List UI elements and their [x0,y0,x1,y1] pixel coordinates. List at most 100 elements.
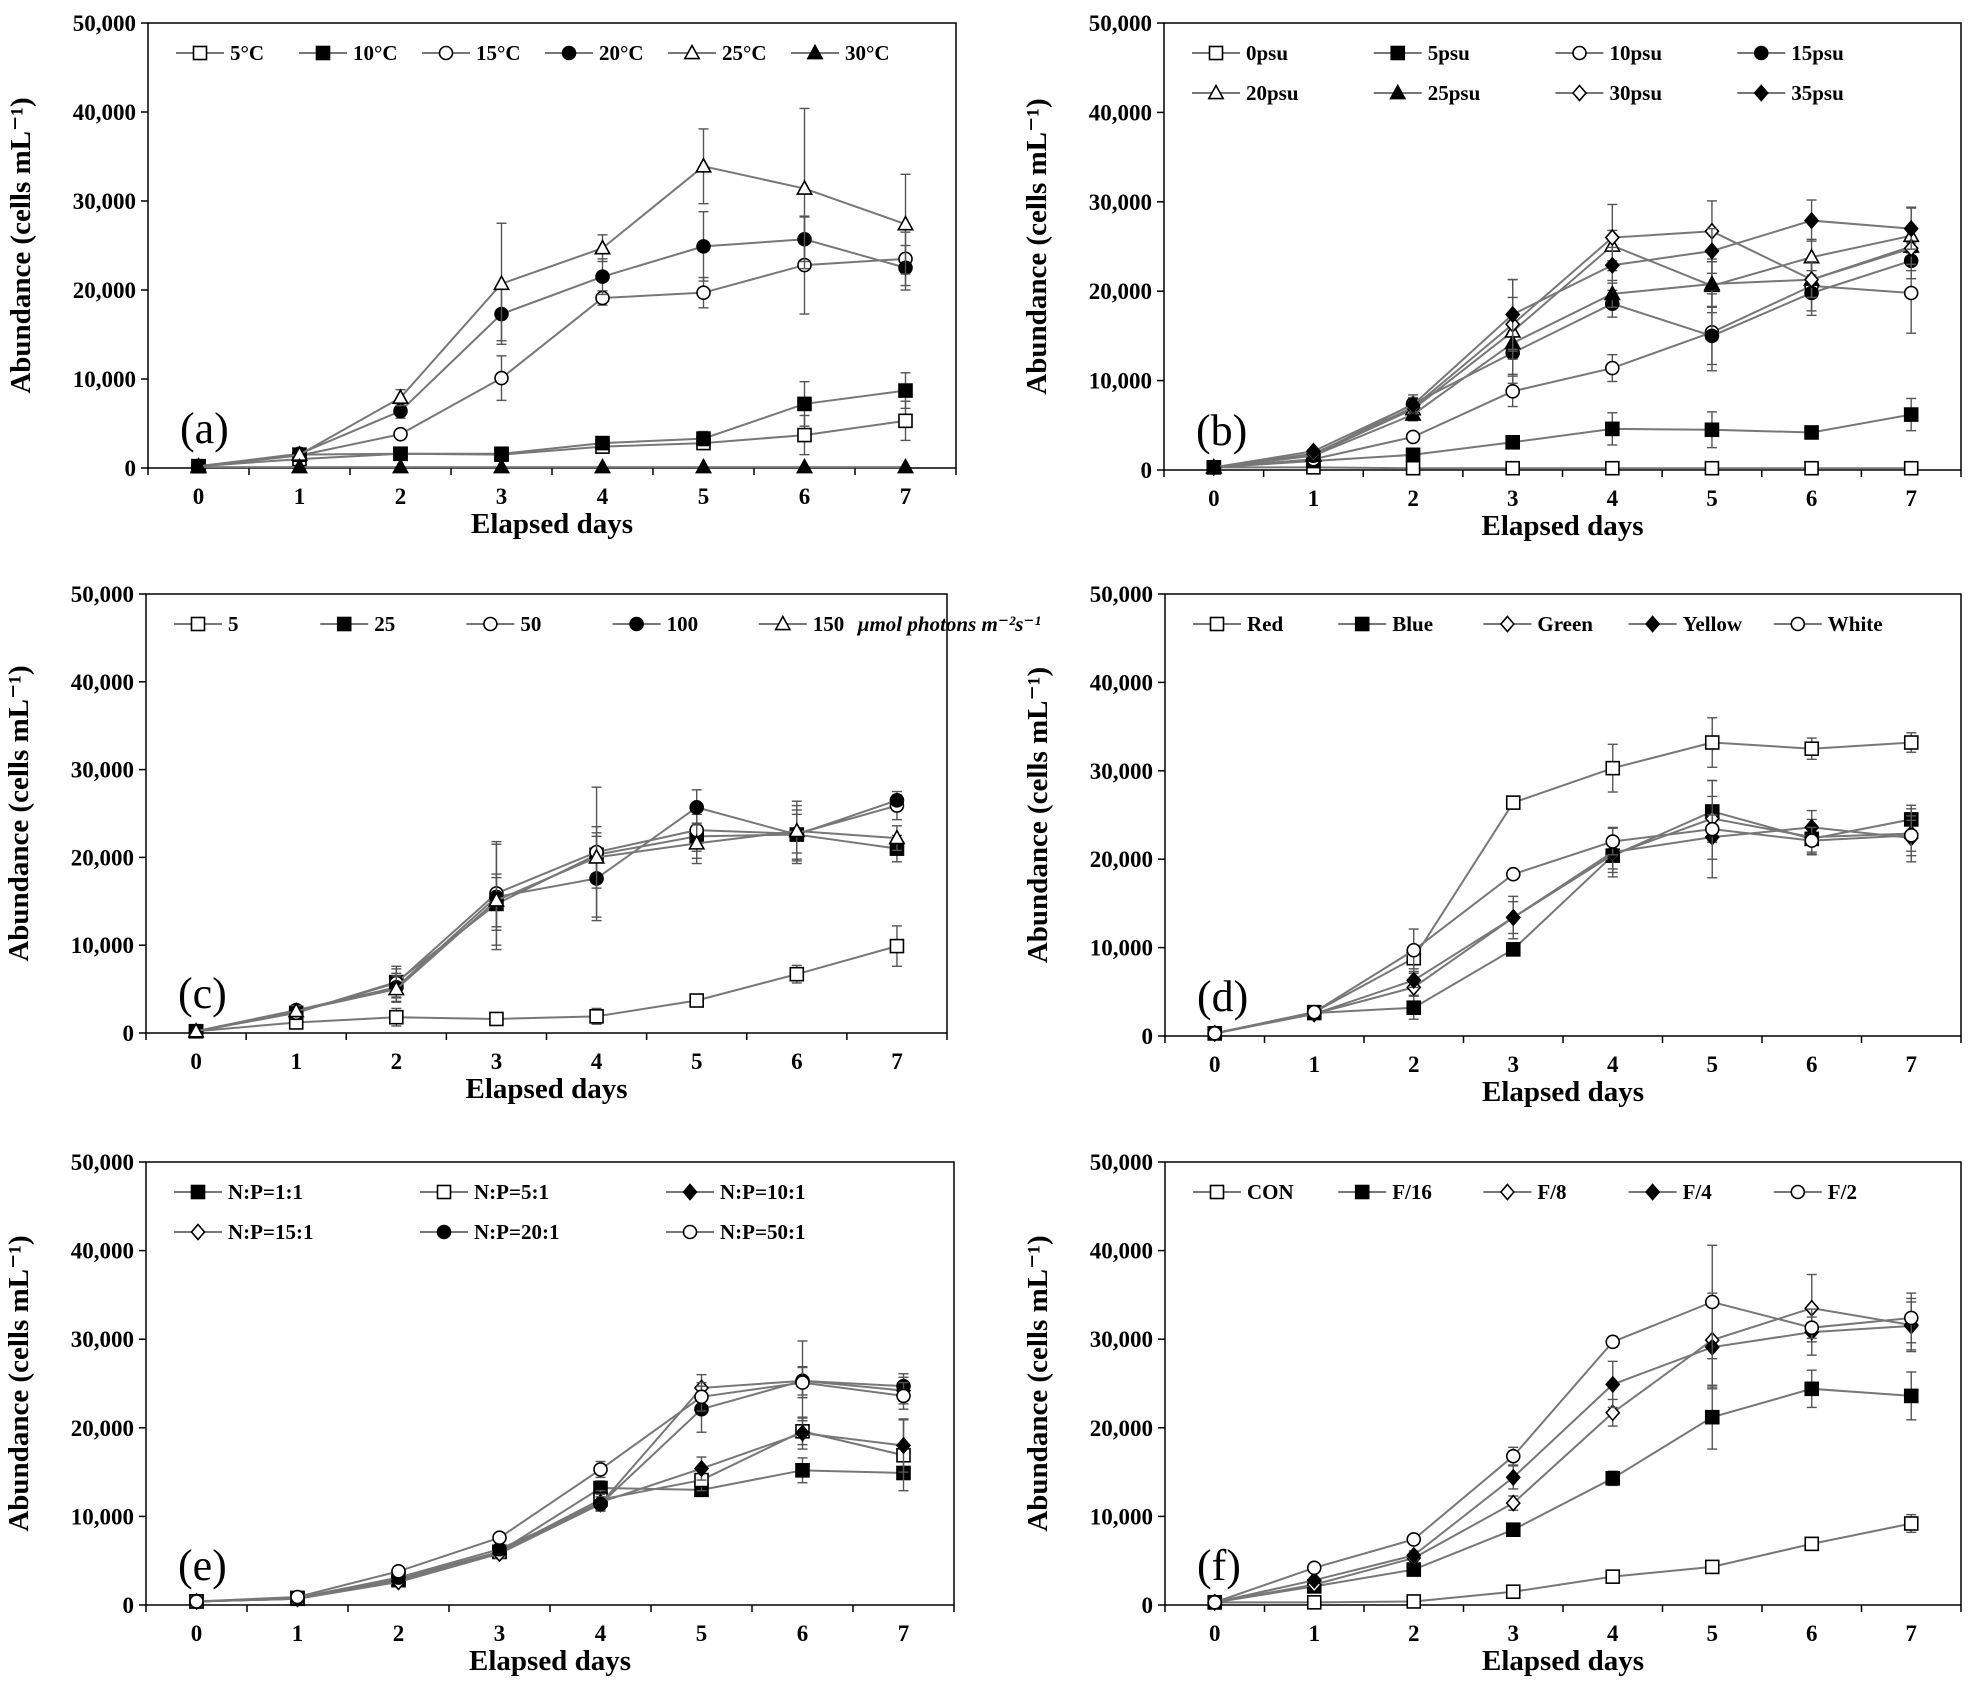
y-axis-title: Abundance (cells mL⁻¹) [1021,98,1053,394]
legend-label: F/8 [1537,1180,1566,1204]
legend-label: F/16 [1392,1180,1432,1204]
data-point [1604,256,1620,274]
data-point [694,457,713,474]
y-tick-label: 20,000 [1090,847,1153,872]
data-point [1804,270,1820,289]
series-line [1214,1300,1912,1604]
y-tick-label: 0 [1141,458,1153,483]
chart-panel-3: 0 10,000 20,000 30,000 40,000 50,000 0 1 2 3 4 5 6 7 E… [3,582,1041,1105]
series-line [1213,466,1912,470]
y-tick-label: 50,000 [1090,582,1153,607]
data-point [393,403,408,419]
data-point [1903,407,1919,422]
panel-label: (c) [178,969,227,1018]
chart-panel-5: 0 10,000 20,000 30,000 40,000 50,000 0 1 2 3 4 5 6 7 E… [3,1150,955,1677]
y-tick-label: 30,000 [1090,1327,1153,1352]
data-point [1207,1026,1223,1041]
series-line [198,257,906,468]
series-line [1213,284,1912,469]
data-point [1704,242,1720,260]
series-line [196,1432,904,1603]
x-tick-label: 1 [1308,486,1320,511]
data-point [898,413,913,429]
series-5 [187,800,906,1038]
legend-label: N:P=10:1 [720,1180,805,1204]
series-3 [188,1416,912,1611]
panel-label: (a) [180,404,229,453]
legend-label: 10°C [353,41,398,65]
x-axis-title: Elapsed days [466,1073,628,1105]
data-point [795,1375,810,1390]
y-tick-label: 0 [123,1593,135,1618]
legend-marker [1645,615,1661,633]
legend: 5 25 50 100 150 μmol photons m⁻²s⁻¹ [174,612,1041,636]
data-point [898,383,913,398]
data-point [795,1463,810,1478]
panel-label: (d) [1197,972,1248,1021]
chart-panel-6: 0 10,000 20,000 30,000 40,000 50,000 0 1 2 3 4 5 6 7 E… [1022,1150,1962,1677]
y-tick-label: 20,000 [1090,1416,1153,1441]
series-line [195,799,898,1033]
y-tick-label: 0 [125,456,137,481]
y-tick-label: 40,000 [1090,670,1153,695]
legend-marker [1209,616,1225,632]
legend-marker [1790,1184,1806,1200]
x-tick-label: 4 [1607,1052,1619,1077]
x-tick-label: 0 [1208,486,1220,511]
legend-marker [774,614,792,631]
series-line [198,165,906,468]
data-point [1605,760,1621,776]
x-tick-label: 0 [1209,1052,1221,1077]
y-tick-label: 10,000 [1090,1504,1153,1529]
chart-panel-2: 0 10,000 20,000 30,000 40,000 50,000 0 1 2 3 4 5 6 7 E… [1021,11,1962,542]
legend-marker [336,616,352,632]
legend-label: Blue [1392,612,1433,636]
legend-marker [436,1224,452,1240]
data-point [797,427,812,443]
y-tick-label: 30,000 [1089,190,1152,215]
series-line [196,1379,904,1603]
legend-marker [683,43,701,60]
data-point [187,1022,205,1038]
x-tick-label: 7 [898,1621,910,1646]
legend-label: 15°C [476,41,521,65]
legend-marker [438,45,454,61]
data-point [1903,1310,1919,1326]
legend-label: White [1828,612,1883,636]
legend-label: F/2 [1828,1180,1857,1204]
data-point [593,1496,608,1512]
data-point [387,979,405,996]
legend-marker [1499,615,1515,633]
y-tick-label: 10,000 [73,367,136,392]
x-tick-label: 0 [1209,1621,1221,1646]
data-point [1505,434,1520,450]
y-tick-label: 10,000 [71,1504,134,1529]
data-point [1505,866,1521,882]
legend-label: 30°C [845,41,890,65]
data-point [696,431,711,446]
data-point [595,435,610,451]
data-point [1704,821,1720,837]
data-point [492,1530,507,1545]
x-tick-label: 6 [1806,486,1818,511]
series-line [1214,828,1912,1035]
series-line [195,830,898,1033]
data-point [1305,442,1321,460]
data-point [896,457,915,474]
y-axis-title: Abundance (cells mL⁻¹) [1022,1235,1054,1531]
legend-label: 30psu [1610,81,1663,105]
data-point [1206,458,1222,477]
data-point [389,1009,404,1025]
data-point [694,157,713,173]
data-point [1804,741,1820,757]
data-point [1804,1536,1820,1552]
data-point [1804,425,1819,440]
x-tick-label: 4 [597,484,609,509]
y-tick-label: 50,000 [71,1150,134,1175]
y-tick-label: 0 [1142,1593,1154,1618]
data-point [287,1001,305,1018]
data-point [1604,228,1620,247]
data-point [1505,305,1521,324]
series-line [196,1430,904,1603]
legend-marker [1645,1183,1661,1201]
